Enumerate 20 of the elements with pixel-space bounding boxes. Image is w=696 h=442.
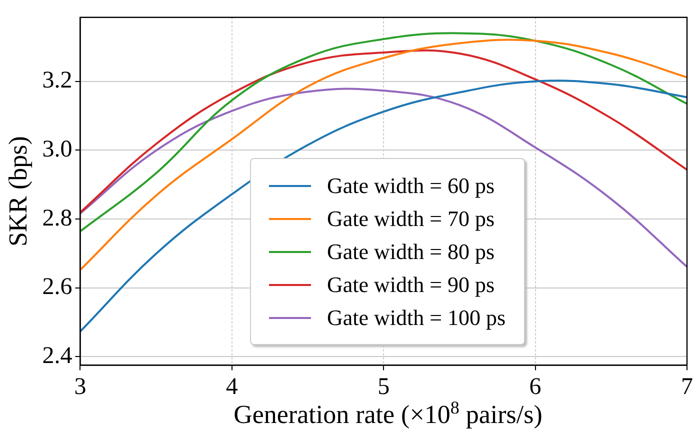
legend-label: Gate width = 80 ps (327, 238, 495, 264)
x-axis-title: Generation rate (×10$^{8}$ pairs/s) (232, 397, 544, 430)
x-tick-label: 5 (378, 374, 390, 400)
x-tick-label: 3 (74, 374, 86, 400)
x-tick-label: 6 (529, 374, 542, 400)
y-tick-label: 2.8 (42, 205, 72, 232)
legend-label: Gate width = 70 ps (327, 206, 495, 232)
line-series (80, 38, 687, 271)
y-tick-label: 3.2 (42, 68, 72, 94)
y-tick-label: 3.0 (42, 136, 72, 162)
x-tick-label: 7 (681, 374, 693, 400)
line-series (80, 80, 687, 332)
y-axis-title: SKR (bps) (3, 136, 32, 247)
line-series (80, 32, 687, 232)
legend-label: Gate width = 90 ps (327, 272, 495, 298)
y-tick-label: 2.4 (42, 342, 72, 369)
legend-label: Gate width = 100 ps (327, 304, 506, 330)
y-tick-label: 2.6 (42, 274, 72, 300)
x-tick-label: 4 (226, 374, 238, 400)
legend-label: Gate width = 60 ps (327, 172, 495, 198)
